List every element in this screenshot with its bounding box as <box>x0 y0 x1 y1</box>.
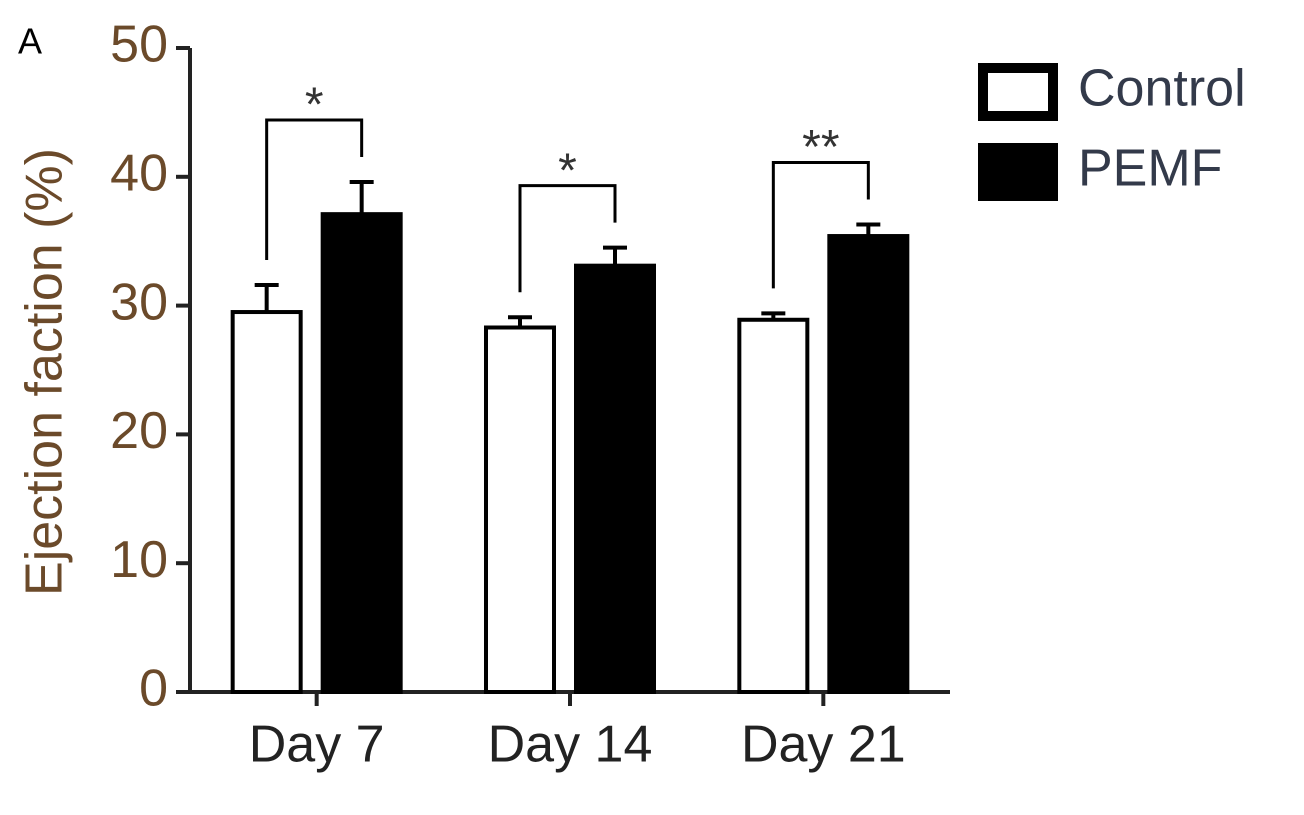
y-tick-label: 20 <box>110 402 168 460</box>
legend-swatch <box>978 143 1058 201</box>
error-bar <box>603 245 627 266</box>
error-bar <box>254 282 279 313</box>
y-tick-label: 0 <box>139 660 168 718</box>
error-bar <box>761 311 786 320</box>
error-bar <box>508 315 532 328</box>
y-tick-label: 50 <box>110 16 168 74</box>
error-bar <box>349 179 374 215</box>
bar <box>230 310 303 694</box>
x-tick-label: Day 14 <box>488 716 653 774</box>
x-tick-label: Day 21 <box>741 716 906 774</box>
legend-label: Control <box>1078 60 1246 118</box>
significance-bracket <box>518 184 617 293</box>
significance-label: * <box>558 144 577 197</box>
y-tick-label: 40 <box>110 145 168 203</box>
bar <box>320 212 403 694</box>
bar <box>484 325 556 694</box>
significance-bracket <box>265 118 364 260</box>
significance-label: * <box>305 79 324 132</box>
bar <box>737 317 810 694</box>
panel-label: A <box>18 21 42 62</box>
x-tick-label: Day 7 <box>249 716 385 774</box>
y-tick-label: 10 <box>110 531 168 589</box>
legend-label: PEMF <box>1078 140 1222 198</box>
significance-label: ** <box>802 121 839 174</box>
bar <box>574 263 656 694</box>
bar <box>827 234 910 694</box>
y-axis-label: Ejection faction (%) <box>16 148 74 596</box>
significance-bracket <box>771 160 870 289</box>
y-tick-label: 30 <box>110 273 168 331</box>
legend-swatch <box>978 63 1058 121</box>
error-bar <box>856 222 881 237</box>
